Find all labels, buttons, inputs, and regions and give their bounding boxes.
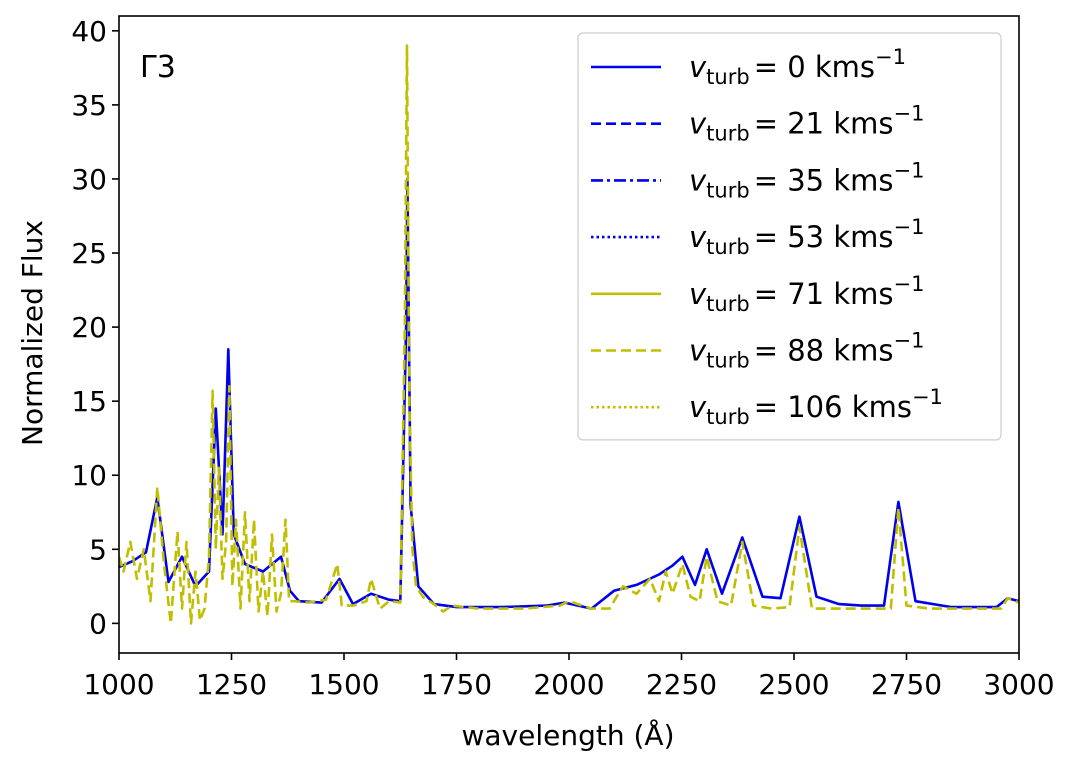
x-tick-label: 1000 xyxy=(83,668,154,701)
x-tick-label: 2000 xyxy=(533,668,604,701)
y-tick-label: 30 xyxy=(71,163,107,196)
legend-frame xyxy=(577,32,1002,441)
series-line-6 xyxy=(119,44,1019,625)
x-tick-label: 1750 xyxy=(421,668,492,701)
y-tick-label: 25 xyxy=(71,237,107,270)
axis-ticks: 1000 1250 1500 1750 2000 2250 2500 2750 3000 0 5 10… xyxy=(71,15,1054,701)
x-tick-label: 1250 xyxy=(196,668,267,701)
x-tick-label: 2250 xyxy=(646,668,717,701)
x-tick-label: 1500 xyxy=(308,668,379,701)
y-tick-label: 0 xyxy=(89,607,107,640)
y-tick-label: 15 xyxy=(71,385,107,418)
legend-entry: vturb = 106 kms−1 xyxy=(689,385,943,429)
y-tick-label: 5 xyxy=(89,533,107,566)
legend-entry: vturb = 88 kms−1 xyxy=(689,329,924,373)
legend-entry: vturb = 0 kms−1 xyxy=(689,45,906,89)
legend-entry: vturb = 71 kms−1 xyxy=(689,272,924,316)
legend-entry: vturb = 21 kms−1 xyxy=(689,102,924,146)
legend: vturb = 0 kms−1 vturb = 21 kms−1 vturb = 35 k… xyxy=(577,32,1002,441)
y-tick-label: 40 xyxy=(71,15,107,48)
panel-label: Γ3 xyxy=(140,50,176,85)
x-tick-label: 3000 xyxy=(983,668,1054,701)
y-tick-label: 10 xyxy=(71,459,107,492)
x-tick-label: 2750 xyxy=(871,668,942,701)
legend-entry: vturb = 35 kms−1 xyxy=(689,158,924,202)
x-axis-title: wavelength (Å) xyxy=(461,718,674,752)
y-tick-label: 35 xyxy=(71,89,107,122)
legend-entry: vturb = 53 kms−1 xyxy=(689,215,924,259)
x-tick-label: 2500 xyxy=(758,668,829,701)
plot-area xyxy=(119,44,1019,625)
y-tick-label: 20 xyxy=(71,311,107,344)
y-axis-title: Normalized Flux xyxy=(16,220,49,446)
